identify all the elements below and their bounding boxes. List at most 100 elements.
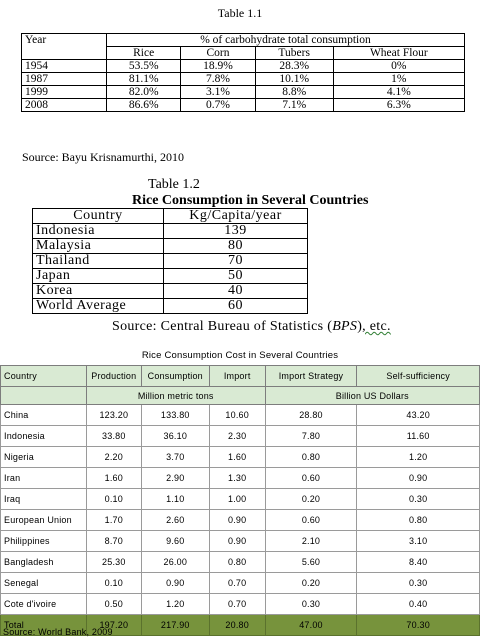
value-cell: 7.8% [180, 72, 256, 86]
value-cell: 28.80 [264, 404, 358, 426]
total-cell: 217.90 [140, 614, 210, 636]
table-unit-row: Million metric tons Billion US Dollars [0, 386, 480, 405]
source-bps: BPS [332, 319, 358, 334]
value-cell: 8.70 [85, 530, 142, 552]
table-header-row: Country Kg/Capita/year [32, 208, 308, 224]
country-cell: Nigeria [0, 446, 87, 468]
value-cell: 3.70 [140, 446, 210, 468]
table-row: 1999 82.0% 3.1% 8.8% 4.1% [21, 85, 466, 99]
table-row: Thailand 70 [32, 253, 308, 269]
table-1-2-source: Source: Central Bureau of Statistics (BP… [112, 319, 391, 335]
value-cell: 123.20 [85, 404, 142, 426]
value-cell: 60 [163, 298, 308, 314]
country-cell: Iran [0, 467, 87, 489]
value-cell: 36.10 [140, 425, 210, 447]
value-cell: 1.60 [85, 467, 142, 489]
country-cell: Malaysia [32, 238, 164, 254]
table-row: 2008 86.6% 0.7% 7.1% 6.3% [21, 98, 466, 112]
value-cell: 1.70 [85, 509, 142, 531]
value-cell: 5.60 [264, 551, 358, 573]
value-cell: 1% [332, 72, 466, 86]
table-header-row: Year % of carbohydrate total consumption [21, 33, 465, 47]
table-title-row: Rice Consumption Cost in Several Countri… [1, 345, 480, 366]
unit-value: Billion US Dollars [264, 386, 480, 405]
col-header: Tubers [254, 46, 334, 60]
import-header: Import [208, 365, 266, 387]
country-cell: Indonesia [32, 223, 164, 239]
unit-volume: Million metric tons [85, 386, 266, 405]
table-row: Indonesia 139 [32, 223, 308, 239]
table-row: Cote d'ivoire 0.50 1.20 0.70 0.30 0.40 [0, 593, 480, 615]
value-cell: 0.20 [264, 488, 358, 510]
col-header: Rice [105, 46, 182, 60]
year-cell: 2008 [21, 98, 107, 112]
value-cell: 7.1% [254, 98, 334, 112]
table-row: Iran 1.60 2.90 1.30 0.60 0.90 [0, 467, 480, 489]
group-header: % of carbohydrate total consumption [106, 33, 465, 47]
kg-header: Kg/Capita/year [163, 208, 308, 224]
value-cell: 40 [163, 283, 308, 299]
value-cell: 1.30 [208, 467, 266, 489]
table-1-1-source: Source: Bayu Krisnamurthi, 2010 [22, 150, 184, 164]
value-cell: 33.80 [85, 425, 142, 447]
value-cell: 50 [163, 268, 308, 284]
value-cell: 86.6% [105, 98, 182, 112]
value-cell: 0.30 [356, 488, 480, 510]
total-label: Total [0, 614, 87, 636]
table-row: Nigeria 2.20 3.70 1.60 0.80 1.20 [0, 446, 480, 468]
value-cell: 139 [163, 223, 308, 239]
col-header: Wheat Flour [332, 46, 466, 60]
table-row: Malaysia 80 [32, 238, 308, 254]
value-cell: 2.60 [140, 509, 210, 531]
value-cell: 6.3% [332, 98, 466, 112]
country-cell: Indonesia [0, 425, 87, 447]
table-1-2-subtitle: Rice Consumption in Several Countries [132, 193, 369, 208]
source-paren: ) [357, 319, 363, 334]
table-row: World Average 60 [32, 298, 308, 314]
country-cell: Japan [32, 268, 164, 284]
table-row: Korea 40 [32, 283, 308, 299]
value-cell: 0.90 [356, 467, 480, 489]
table-row: China 123.20 133.80 10.60 28.80 43.20 [0, 404, 480, 426]
country-cell: Bangladesh [0, 551, 87, 573]
value-cell: 133.80 [140, 404, 210, 426]
country-cell: Cote d'ivoire [0, 593, 87, 615]
value-cell: 0.60 [264, 467, 358, 489]
total-cell: 70.30 [356, 614, 480, 636]
source-etc: , etc. [362, 319, 391, 334]
country-header: Country [0, 365, 87, 387]
value-cell: 0.80 [264, 446, 358, 468]
value-cell: 0.40 [356, 593, 480, 615]
value-cell: 4.1% [332, 85, 466, 99]
total-cell: 197.20 [85, 614, 142, 636]
value-cell: 2.30 [208, 425, 266, 447]
table-3-title: Rice Consumption Cost in Several Countri… [141, 349, 339, 361]
value-cell: 11.60 [356, 425, 480, 447]
value-cell: 81.1% [105, 72, 182, 86]
table-row: Philippines 8.70 9.60 0.90 2.10 3.10 [0, 530, 480, 552]
self-sufficiency-header: Self-sufficiency [356, 365, 480, 387]
rice-consumption-cost-table: Rice Consumption Cost in Several Countri… [0, 345, 480, 636]
value-cell: 28.3% [254, 59, 334, 73]
table-1-1-title: Table 1.1 [217, 6, 263, 20]
value-cell: 9.60 [140, 530, 210, 552]
value-cell: 1.10 [140, 488, 210, 510]
value-cell: 1.20 [356, 446, 480, 468]
table-row: Bangladesh 25.30 26.00 0.80 5.60 8.40 [0, 551, 480, 573]
table-row: Japan 50 [32, 268, 308, 284]
year-cell: 1954 [21, 59, 107, 73]
table-row: Senegal 0.10 0.90 0.70 0.20 0.30 [0, 572, 480, 594]
table-body: China 123.20 133.80 10.60 28.80 43.20 Indonesi… [0, 404, 480, 615]
col-header: Corn [180, 46, 256, 60]
year-header: Year [21, 33, 107, 47]
import-strategy-header: Import Strategy [264, 365, 358, 387]
value-cell: 82.0% [105, 85, 182, 99]
country-cell: Korea [32, 283, 164, 299]
value-cell: 0.80 [356, 509, 480, 531]
value-cell: 0.30 [264, 593, 358, 615]
value-cell: 0.30 [356, 572, 480, 594]
source-prefix: Source: Central Bureau of Statistics ( [112, 319, 333, 334]
value-cell: 3.1% [180, 85, 256, 99]
value-cell: 0.90 [208, 509, 266, 531]
value-cell: 0.60 [264, 509, 358, 531]
